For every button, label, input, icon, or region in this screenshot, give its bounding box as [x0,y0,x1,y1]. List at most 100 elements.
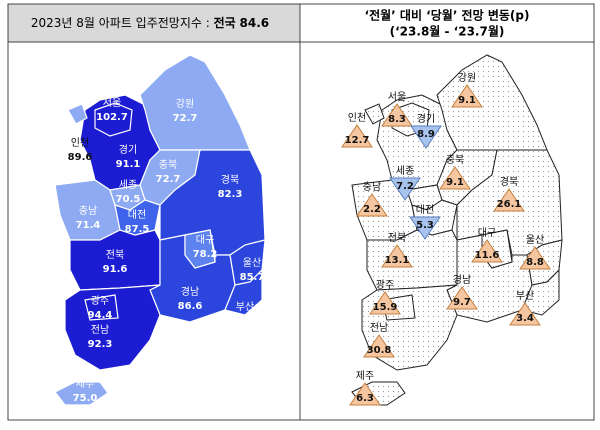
up-triangle [509,302,541,326]
region-name: 경기 [417,112,435,125]
region-name: 전남 [370,322,388,334]
region-value: 91.6 [103,264,128,275]
region-name: 부산 [236,301,254,313]
region-value: 94.4 [88,310,113,321]
region-name: 인천 [71,137,89,149]
down-triangle [410,125,442,149]
region-name: 제주 [356,370,374,382]
right-header-bg [299,3,595,43]
region-shape [184,229,216,269]
region-name: 울산 [243,257,261,269]
region-name: 대구 [196,234,214,246]
region-value: 85.7 [233,316,258,327]
left-map: 서울 102.7 인천 89.6 경기 91.1 강원 72.7 충북 72.7 세종 70.5 충남 7… [54,54,266,406]
region-name: 충북 [159,159,177,171]
national-value: 84.6 [240,16,270,30]
region-value: 78.2 [193,249,218,260]
up-triangle [381,244,413,268]
region-name: 인천 [348,112,366,124]
region-name: 울산 [526,234,544,246]
down-triangle [409,216,441,240]
region-change: 12.7 [345,135,370,146]
up-triangle [369,291,401,315]
up-triangle [451,84,483,108]
region-name: 부산 [516,290,534,302]
region-name: 전북 [106,249,124,261]
up-triangle [381,103,413,127]
region-value: 75.0 [73,393,98,404]
region-name: 제주 [76,378,94,390]
region-shape [94,102,133,137]
region-change: 6.3 [356,393,374,404]
region-name: 경남 [453,273,471,286]
up-triangle [471,239,503,263]
up-triangle [519,246,551,270]
region-name: 대구 [478,227,496,239]
region-value: 91.1 [116,159,141,170]
region-name: 광주 [376,279,394,291]
region-value: 72.7 [156,174,181,185]
region-value: 85.7 [240,272,265,283]
right-map: 서울 8.3 인천 12.7 경기 8.9 강원 9.1 충북 9.1 세종 7.2 충남 2.2 대전 5.… [341,54,563,406]
up-triangle [349,382,381,406]
region-name: 강원 [458,72,476,84]
region-change: 9.1 [458,95,476,106]
up-triangle [446,286,478,310]
region-name: 세종 [396,165,414,177]
region-shape [84,294,119,321]
region-name: 충남 [79,205,97,217]
region-shape [54,381,109,406]
left-title: 2023년 8월 아파트 입주전망지수 : [31,16,210,30]
region-change: 8.9 [417,129,435,140]
region-name: 전북 [388,232,406,244]
region-name: 충북 [446,154,464,166]
up-triangle [341,124,373,148]
national-name: 전국 [214,15,236,30]
region-name: 광주 [91,295,109,307]
up-triangle [363,334,395,358]
region-change: 11.6 [475,250,500,261]
region-change: 5.3 [416,220,434,231]
region-name: 전남 [91,324,109,336]
region-change: 15.9 [373,302,398,313]
region-name: 대전 [416,204,434,216]
right-subtitle: (‘23.8월 - ‘23.7월) [390,24,505,39]
down-triangle [389,177,421,201]
region-value: 87.5 [125,224,150,235]
region-value: 72.7 [173,113,198,124]
region-shape [139,54,251,151]
region-shape [224,268,263,316]
region-value: 92.3 [88,339,113,350]
region-change: 9.7 [453,297,471,308]
up-triangle [439,166,471,190]
region-value: 102.7 [96,112,128,123]
region-value: 89.6 [68,152,93,163]
region-name: 강원 [176,98,194,110]
left-header-bg [7,3,301,43]
region-name: 충남 [363,181,381,193]
region-name: 대전 [128,209,146,221]
region-change: 7.2 [396,181,414,192]
region-name: 서울 [388,91,406,103]
region-name: 세종 [119,179,137,191]
region-value: 70.5 [116,194,141,205]
region-name: 경북 [221,173,239,186]
region-change: 8.3 [388,114,406,125]
region-shape [67,103,88,125]
region-change: 8.8 [526,257,544,268]
region-change: 3.4 [516,313,534,324]
region-change: 26.1 [497,199,522,210]
region-change: 2.2 [363,204,381,215]
region-value: 86.6 [178,301,203,312]
region-value: 71.4 [76,220,101,231]
region-name: 경기 [119,143,137,156]
up-triangle [356,193,388,217]
region-change: 9.1 [446,177,464,188]
region-outline [364,103,385,125]
right-title: ‘전월’ 대비 ‘당월’ 전망 변동(p) [365,8,530,23]
region-change: 30.8 [367,345,392,356]
up-triangle [493,188,525,212]
region-shape [114,199,161,236]
left-header: 2023년 8월 아파트 입주전망지수 : 전국 84.6 [31,15,269,30]
